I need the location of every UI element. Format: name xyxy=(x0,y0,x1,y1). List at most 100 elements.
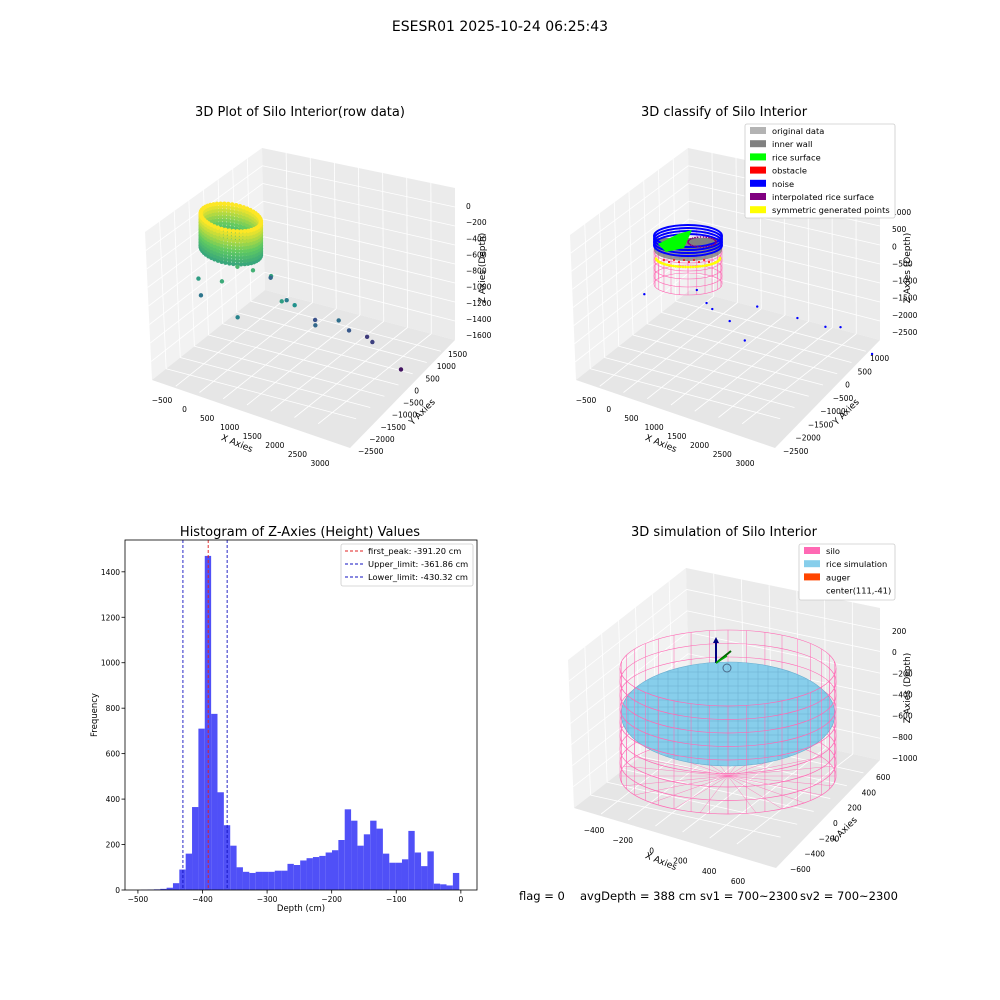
raw-data-point xyxy=(238,235,244,241)
raw-data-point xyxy=(219,259,224,264)
classify-y-tick: −500 xyxy=(833,394,854,403)
raw-data-point xyxy=(245,238,251,243)
auger-z-arrowhead xyxy=(713,637,719,643)
histogram-y-tick-label: 0 xyxy=(115,886,120,895)
histogram-bar xyxy=(332,850,339,890)
classify-y-ticks: 1000 500 0 −500 −1000 −1500 −2000 −2500 xyxy=(783,354,889,456)
auger-center-marker xyxy=(722,663,732,673)
simulation-y-tick: 400 xyxy=(862,788,877,797)
histogram-bar xyxy=(300,860,307,890)
raw-data-point xyxy=(241,214,246,220)
raw-data-point xyxy=(245,231,251,237)
raw-data-point xyxy=(238,255,244,260)
classify-legend-label: original data xyxy=(772,126,824,136)
grid-line xyxy=(601,633,608,783)
raw-data-floor-pane xyxy=(152,290,455,448)
simulation-y-tick: 600 xyxy=(876,773,891,782)
classify-y-tick: −2000 xyxy=(795,434,821,443)
raw-data-y-ticks: 1500 1000 500 0 −500 −1000 −1500 −2000 −2500 xyxy=(358,350,467,456)
raw-data-y-tick: −1000 xyxy=(392,411,418,420)
raw-data-x-tick: 1500 xyxy=(243,432,262,441)
classify-obstacle-point xyxy=(668,261,670,263)
histogram-bar xyxy=(268,871,275,890)
classify-symmetric-point xyxy=(676,265,680,268)
raw-data-point xyxy=(227,228,232,233)
grid-line xyxy=(851,602,854,755)
raw-data-point xyxy=(219,229,224,235)
raw-data-point xyxy=(198,293,204,298)
histogram-bar xyxy=(325,852,333,890)
grid-line xyxy=(742,333,857,425)
classify-y-tick: 500 xyxy=(858,367,873,376)
status-flag: flag = 0 xyxy=(519,889,565,903)
histogram-bar xyxy=(172,883,180,890)
histogram-bar xyxy=(363,834,371,890)
grid-line xyxy=(250,300,441,352)
raw-data-point xyxy=(235,229,240,234)
grid-line xyxy=(718,327,833,418)
raw-data-point xyxy=(230,225,235,230)
raw-data-point xyxy=(227,261,232,266)
raw-data-point xyxy=(218,208,223,213)
raw-data-point xyxy=(242,255,247,260)
classify-z-tick: −1000 xyxy=(892,277,918,286)
simulation-legend-label: silo xyxy=(826,546,840,556)
raw-data-point xyxy=(219,249,224,255)
raw-data-point xyxy=(231,261,236,267)
histogram-bar xyxy=(249,872,256,890)
classify-interpolated-point xyxy=(702,236,705,238)
classify-z-tick: 0 xyxy=(892,242,897,251)
raw-data-point xyxy=(242,242,247,247)
raw-data-point xyxy=(215,232,221,237)
raw-data-point xyxy=(231,255,236,260)
grid-line xyxy=(262,183,456,227)
histogram-bar xyxy=(414,852,422,890)
grid-line xyxy=(643,180,648,324)
grid-line xyxy=(570,165,689,254)
classify-noise-points xyxy=(643,288,874,356)
histogram-bar xyxy=(427,851,434,890)
simulation-x-tick: 600 xyxy=(731,877,746,886)
grid-line xyxy=(584,646,591,796)
histogram-x-tick-label: −200 xyxy=(321,895,342,904)
simulation-z-tick: 200 xyxy=(892,627,907,636)
classify-silo-cylinder xyxy=(653,224,723,296)
simulation-z-tick: −400 xyxy=(892,691,913,700)
raw-data-point xyxy=(231,258,236,263)
raw-data-point xyxy=(237,207,243,212)
classify-z-ticks: 1000 500 0 −500 −1000 −1500 −2000 −2500 xyxy=(892,208,918,337)
simulation-silo-wireframe-front xyxy=(619,667,837,815)
raw-data-point xyxy=(223,244,228,249)
histogram-y-tick-label: 1200 xyxy=(101,613,120,622)
histogram-bar xyxy=(389,862,396,890)
raw-data-point xyxy=(214,201,220,207)
raw-data-point xyxy=(245,254,251,260)
raw-data-z-tick: −200 xyxy=(466,218,487,227)
classify-floor-pane xyxy=(576,290,880,448)
classify-interpolated-point xyxy=(710,237,713,240)
histogram-bar xyxy=(446,885,453,890)
histogram-bar xyxy=(344,809,352,890)
raw-data-x-tick: −500 xyxy=(152,396,173,405)
classify-legend-label: interpolated rice surface xyxy=(772,192,874,202)
raw-data-point xyxy=(218,214,223,220)
raw-data-point xyxy=(245,261,251,266)
raw-data-x-tick: 1000 xyxy=(220,423,239,432)
grid-line xyxy=(569,610,688,703)
classify-legend-label: symmetric generated points xyxy=(772,205,890,215)
raw-data-point xyxy=(227,251,232,256)
histogram-bar xyxy=(185,853,193,890)
raw-data-point xyxy=(227,257,232,263)
histogram-legend-label: first_peak: -391.20 cm xyxy=(368,546,461,556)
histogram-bar xyxy=(281,870,288,890)
raw-data-point xyxy=(223,257,228,262)
status-sv2: sv2 = 700~2300 xyxy=(800,889,898,903)
raw-data-point xyxy=(222,214,227,220)
classify-x-tick: 0 xyxy=(606,405,611,414)
histogram-reference-lines xyxy=(182,540,228,890)
simulation-z-label: Z Axies (Depth) xyxy=(903,653,913,724)
raw-data-z-tick: −800 xyxy=(466,267,487,276)
histogram-bar xyxy=(370,820,377,890)
raw-data-y-tick: −2000 xyxy=(369,435,395,444)
histogram-bar xyxy=(312,857,320,890)
